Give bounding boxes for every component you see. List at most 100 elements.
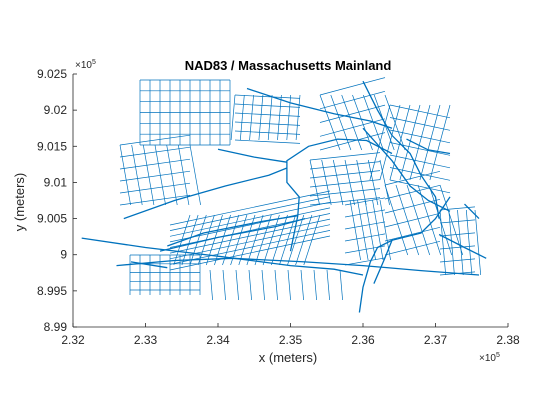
minor-street bbox=[439, 245, 476, 250]
road-segment bbox=[358, 196, 451, 313]
x-tick-label: 2.37 bbox=[424, 333, 448, 347]
minor-street bbox=[319, 77, 386, 96]
minor-street bbox=[439, 271, 476, 276]
minor-street bbox=[384, 184, 441, 200]
minor-street bbox=[119, 194, 191, 206]
minor-street bbox=[205, 214, 223, 266]
minor-street bbox=[457, 209, 464, 276]
x-tick-label: 2.32 bbox=[61, 333, 85, 347]
x-axis-label: x (meters) bbox=[259, 350, 318, 365]
minor-street bbox=[344, 245, 386, 254]
minor-street bbox=[332, 159, 344, 206]
minor-street bbox=[389, 154, 451, 169]
minor-street bbox=[235, 269, 239, 301]
minor-street bbox=[309, 159, 320, 206]
road-segment bbox=[246, 87, 393, 129]
minor-street bbox=[277, 94, 282, 141]
minor-street bbox=[384, 198, 441, 214]
minor-street bbox=[222, 269, 226, 301]
minor-street bbox=[319, 132, 386, 151]
minor-street bbox=[406, 184, 431, 256]
y-tick-label: 9.01 bbox=[44, 175, 68, 189]
minor-street bbox=[119, 146, 191, 158]
minor-street bbox=[249, 94, 254, 141]
road-segment bbox=[373, 240, 393, 284]
minor-street bbox=[274, 269, 278, 301]
minor-street bbox=[142, 144, 155, 206]
minor-street bbox=[373, 94, 395, 151]
minor-street bbox=[169, 230, 331, 265]
minor-street bbox=[357, 199, 369, 261]
minor-street bbox=[409, 104, 431, 181]
x-tick-label: 2.34 bbox=[206, 333, 230, 347]
minor-street bbox=[309, 197, 381, 206]
y-tick-label: 8.995 bbox=[37, 284, 67, 298]
minor-street bbox=[344, 221, 386, 230]
minor-street bbox=[384, 170, 441, 186]
minor-street bbox=[169, 224, 331, 260]
minor-street bbox=[214, 214, 231, 266]
minor-street bbox=[389, 104, 451, 119]
minor-street bbox=[169, 235, 331, 271]
minor-street bbox=[261, 269, 265, 301]
minor-street bbox=[349, 199, 361, 261]
minor-street bbox=[119, 182, 191, 194]
minor-street bbox=[389, 129, 451, 144]
minor-street bbox=[326, 269, 330, 301]
minor-street bbox=[439, 209, 447, 276]
minor-street bbox=[238, 214, 256, 266]
y-tick-label: 9.005 bbox=[37, 212, 67, 226]
minor-street bbox=[384, 226, 441, 242]
x-tick-label: 2.35 bbox=[279, 333, 303, 347]
minor-street bbox=[429, 104, 451, 181]
minor-street bbox=[384, 94, 406, 151]
minor-street bbox=[341, 94, 363, 151]
minor-street bbox=[344, 209, 386, 218]
minor-street bbox=[209, 269, 213, 301]
x-tick-label: 2.33 bbox=[134, 333, 158, 347]
minor-street bbox=[399, 104, 421, 181]
road-segment bbox=[159, 217, 306, 252]
minor-street bbox=[230, 94, 236, 141]
minor-street bbox=[379, 159, 390, 206]
minor-street bbox=[344, 197, 386, 206]
minor-street bbox=[248, 269, 252, 301]
minor-street bbox=[287, 214, 305, 266]
minor-street bbox=[169, 201, 331, 237]
minor-street bbox=[300, 269, 304, 301]
minor-street bbox=[372, 199, 384, 261]
minor-street bbox=[362, 94, 384, 151]
minor-street bbox=[384, 240, 441, 256]
y-tick-label: 8.99 bbox=[44, 320, 68, 334]
minor-street bbox=[364, 199, 376, 261]
minor-street bbox=[154, 144, 166, 206]
minor-street bbox=[339, 269, 343, 301]
minor-street bbox=[352, 94, 373, 151]
minor-street bbox=[389, 142, 451, 156]
minor-street bbox=[173, 214, 191, 266]
minor-street bbox=[309, 188, 381, 197]
minor-street bbox=[389, 104, 411, 181]
minor-street bbox=[319, 104, 386, 123]
minor-street bbox=[309, 179, 381, 188]
road-network bbox=[81, 77, 487, 313]
road-segment bbox=[81, 237, 364, 276]
road-segment bbox=[123, 167, 288, 220]
minor-street bbox=[419, 104, 441, 181]
minor-street bbox=[344, 233, 386, 242]
x-tick-label: 2.36 bbox=[351, 333, 375, 347]
x-tick-label: 2.38 bbox=[496, 333, 520, 347]
minor-street bbox=[367, 159, 379, 206]
minor-street bbox=[309, 161, 381, 170]
minor-street bbox=[417, 184, 442, 256]
minor-street bbox=[319, 90, 386, 110]
minor-street bbox=[389, 117, 451, 131]
minor-street bbox=[439, 206, 476, 211]
y-ticks: 8.99 8.995 9 9.005 9.01 9.015 9.02 9.025 bbox=[37, 67, 77, 334]
minor-street bbox=[319, 118, 386, 137]
minor-street bbox=[287, 269, 291, 301]
minor-street bbox=[389, 179, 451, 194]
minor-street bbox=[313, 269, 317, 301]
minor-street bbox=[465, 209, 473, 276]
minor-street bbox=[356, 159, 367, 206]
